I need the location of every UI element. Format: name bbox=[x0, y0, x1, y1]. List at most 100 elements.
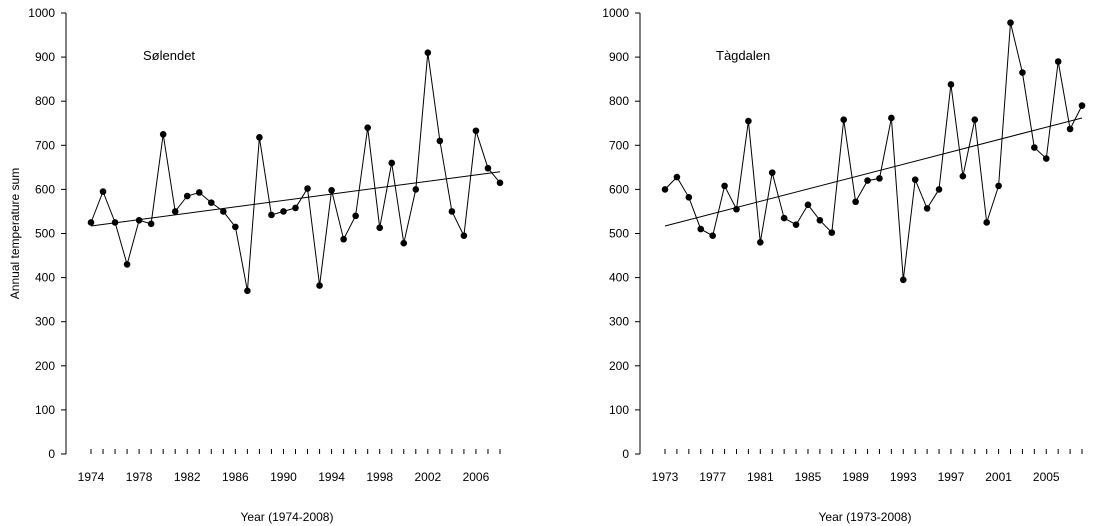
data-point bbox=[99, 188, 107, 195]
panel-label: Tàgdalen bbox=[716, 48, 770, 63]
data-point bbox=[256, 134, 263, 141]
y-tick-label: 100 bbox=[609, 403, 629, 417]
data-point bbox=[328, 186, 335, 194]
data-point bbox=[983, 219, 990, 226]
x-tick-label: 1982 bbox=[174, 470, 201, 484]
data-point bbox=[828, 229, 836, 236]
data-point bbox=[171, 208, 179, 215]
x-tick-label: 1977 bbox=[699, 470, 726, 484]
data-point bbox=[1031, 144, 1038, 151]
chart-panel-tagdalen: 0 100 200 300 400 500 600 700 800 900 1000 1973 1977… bbox=[602, 6, 1086, 524]
data-point bbox=[460, 232, 468, 240]
x-tick-label: 1981 bbox=[747, 470, 774, 484]
panel-label: Sølendet bbox=[143, 48, 195, 63]
y-tick-label: 400 bbox=[609, 271, 629, 285]
data-point bbox=[745, 117, 752, 125]
data-point bbox=[792, 221, 800, 228]
data-point bbox=[244, 287, 251, 295]
y-axis-title: Annual temperature sum bbox=[8, 168, 22, 299]
data-point bbox=[685, 194, 693, 201]
data-point bbox=[816, 216, 824, 224]
x-tick-label: 1993 bbox=[890, 470, 917, 484]
data-point bbox=[183, 192, 191, 200]
y-tick-label: 700 bbox=[35, 138, 55, 152]
data-point bbox=[159, 130, 167, 138]
trend-line bbox=[664, 117, 1083, 227]
data-point bbox=[135, 216, 143, 224]
x-axis-title: Year (1973-2008) bbox=[819, 510, 912, 524]
data-point bbox=[87, 219, 95, 226]
data-point bbox=[340, 235, 347, 243]
data-point bbox=[757, 239, 764, 246]
data-point bbox=[292, 204, 299, 212]
data-point bbox=[888, 114, 895, 122]
x-tick-label: 1986 bbox=[222, 470, 249, 484]
data-point bbox=[661, 186, 669, 193]
x-tick-label: 1997 bbox=[938, 470, 965, 484]
x-tick-label: 1974 bbox=[78, 470, 105, 484]
series-line bbox=[664, 22, 1083, 280]
data-point bbox=[864, 177, 871, 184]
y-tick-label: 1000 bbox=[28, 6, 55, 20]
x-tick-label: 2001 bbox=[985, 470, 1012, 484]
data-point bbox=[911, 176, 919, 183]
x-tick-label: 1990 bbox=[270, 470, 297, 484]
x-tick-label: 1985 bbox=[795, 470, 822, 484]
data-point bbox=[721, 182, 728, 190]
trend-line bbox=[90, 171, 501, 227]
data-point bbox=[852, 198, 859, 206]
data-point bbox=[1078, 102, 1086, 109]
data-point bbox=[472, 127, 480, 135]
data-point bbox=[1066, 125, 1074, 133]
data-point bbox=[388, 159, 396, 167]
data-point bbox=[697, 225, 705, 233]
data-point bbox=[400, 239, 408, 247]
x-tick-label: 2005 bbox=[1033, 470, 1060, 484]
data-point bbox=[448, 208, 456, 215]
y-tick-label: 200 bbox=[609, 359, 629, 373]
x-tick-label: 2002 bbox=[414, 470, 441, 484]
data-point bbox=[147, 220, 155, 228]
data-point bbox=[1042, 155, 1050, 162]
data-point bbox=[959, 172, 967, 180]
y-tick-label: 500 bbox=[609, 227, 629, 241]
y-tick-label: 900 bbox=[35, 50, 55, 64]
y-tick-label: 0 bbox=[48, 447, 55, 461]
data-point bbox=[840, 116, 848, 124]
data-point bbox=[733, 205, 740, 213]
y-tick-label: 600 bbox=[35, 182, 55, 196]
y-tick-label: 500 bbox=[35, 227, 55, 241]
x-tick-label: 1989 bbox=[842, 470, 869, 484]
series-line bbox=[90, 52, 501, 291]
data-point bbox=[280, 208, 287, 215]
y-tick-label: 600 bbox=[609, 182, 629, 196]
y-tick-label: 200 bbox=[35, 359, 55, 373]
data-point bbox=[935, 186, 943, 193]
data-point bbox=[947, 81, 955, 88]
data-point bbox=[995, 182, 1002, 190]
data-point bbox=[804, 201, 812, 209]
data-point bbox=[1019, 69, 1026, 76]
y-tick-label: 300 bbox=[35, 315, 55, 329]
chart-panel-solendet: 0 100 200 300 400 500 600 700 800 900 1000 1974 1978… bbox=[8, 6, 504, 524]
x-tick-label: 1994 bbox=[318, 470, 345, 484]
data-point bbox=[496, 179, 504, 187]
x-axis-title: Year (1974-2008) bbox=[241, 510, 334, 524]
y-tick-label: 400 bbox=[35, 271, 55, 285]
y-tick-label: 700 bbox=[609, 138, 629, 152]
data-point bbox=[412, 186, 420, 193]
data-point bbox=[899, 276, 907, 284]
x-tick-label: 1973 bbox=[652, 470, 679, 484]
data-point bbox=[1007, 19, 1014, 27]
x-tick-label: 1978 bbox=[126, 470, 153, 484]
y-tick-label: 0 bbox=[622, 447, 629, 461]
data-point bbox=[268, 211, 275, 219]
data-point bbox=[316, 282, 323, 289]
data-point bbox=[436, 137, 444, 145]
data-point bbox=[304, 185, 311, 192]
y-tick-label: 1000 bbox=[602, 6, 629, 20]
data-point bbox=[780, 214, 788, 222]
data-point bbox=[352, 212, 359, 220]
data-point bbox=[971, 116, 979, 124]
